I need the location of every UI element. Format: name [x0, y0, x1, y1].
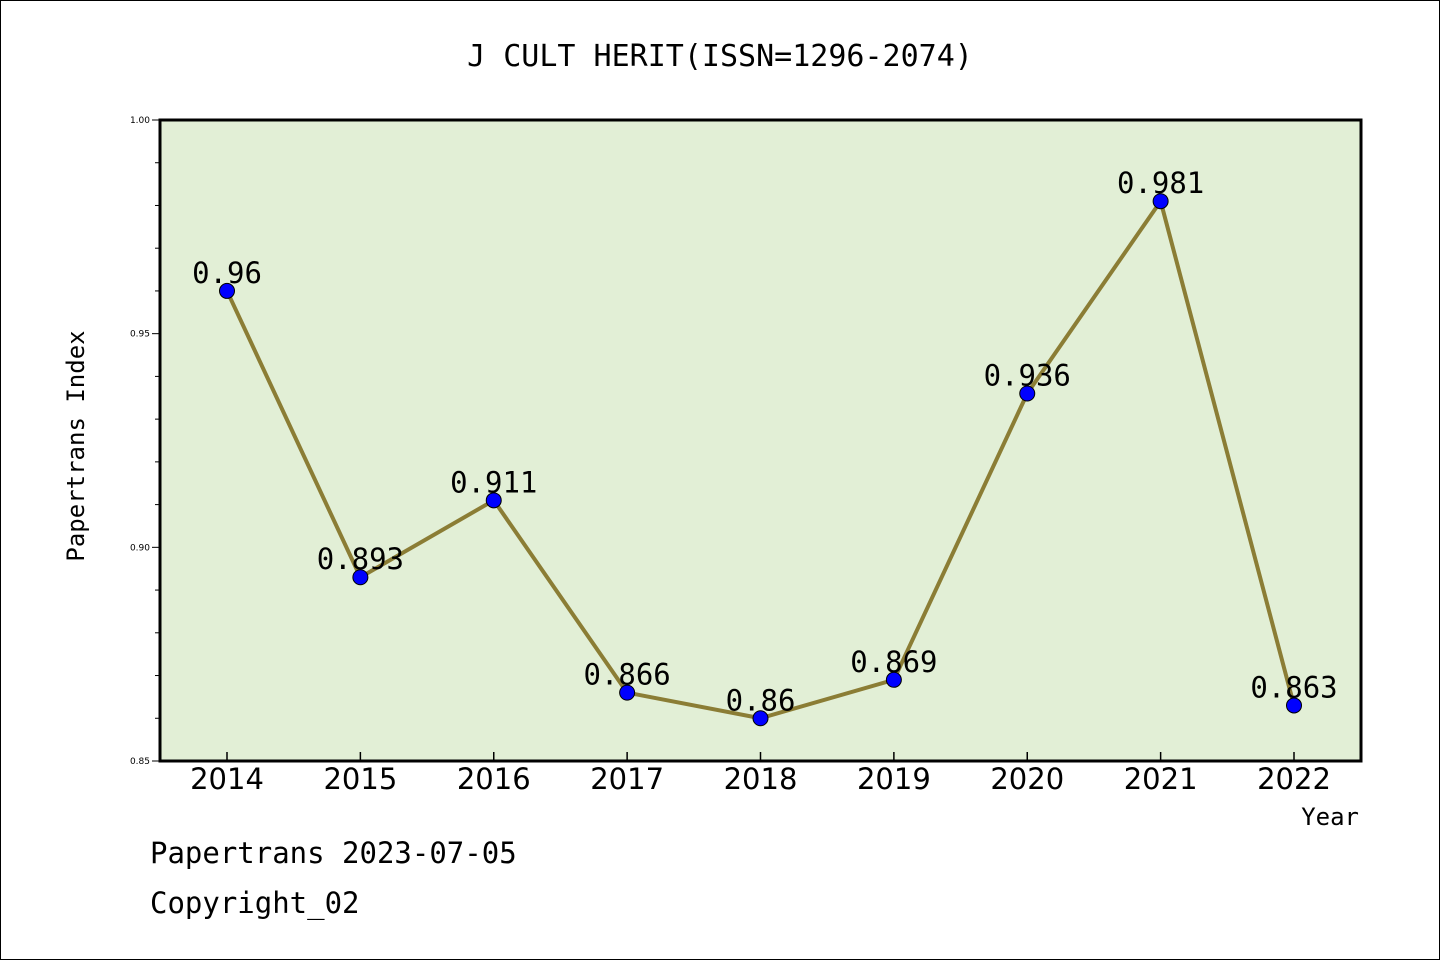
x-tick-label: 2020 [990, 762, 1064, 796]
footer-copyright: Copyright_02 [150, 886, 360, 921]
x-tick-label: 2014 [190, 762, 264, 796]
data-point [1019, 385, 1036, 402]
data-point [219, 282, 235, 299]
footer-date: Papertrans 2023-07-05 [150, 836, 517, 870]
y-tick-label: 1.00 [130, 116, 150, 126]
y-tick-label: 0.95 [130, 330, 150, 340]
data-label: 0.863 [1250, 670, 1337, 704]
x-tick-label: 2021 [1124, 762, 1198, 796]
series-markers [219, 193, 1302, 727]
data-label: 0.893 [317, 542, 404, 576]
x-tick-label: 2017 [590, 762, 664, 796]
x-axis-label: Year [1301, 803, 1359, 831]
data-label: 0.911 [450, 465, 537, 499]
data-point [752, 710, 769, 727]
data-point [1152, 193, 1169, 210]
data-label: 0.86 [726, 683, 796, 717]
data-label: 0.981 [1117, 166, 1204, 200]
chart-title: J CULT HERIT(ISSN=1296-2074) [467, 39, 973, 74]
data-point [1286, 697, 1302, 714]
data-labels: 0.96 0.893 0.911 0.866 0.86 0.869 0.936 0.981 0.… [192, 166, 1338, 717]
data-label: 0.96 [192, 256, 262, 290]
x-tick-label: 2016 [457, 762, 531, 796]
y-axis: 0.85 0.90 0.95 1.00 [130, 116, 160, 767]
y-tick-label: 0.90 [130, 543, 150, 553]
data-label: 0.866 [583, 658, 670, 692]
data-point [619, 684, 636, 701]
data-point [485, 492, 502, 509]
x-tick-label: 2018 [724, 762, 798, 796]
data-point [352, 569, 369, 586]
x-tick-label: 2019 [857, 762, 931, 796]
y-tick-label: 0.85 [130, 757, 150, 767]
y-axis-label: Papertrans Index [62, 330, 90, 561]
x-tick-label: 2022 [1257, 762, 1331, 796]
plot-area [158, 118, 1363, 763]
x-tick-label: 2015 [323, 762, 397, 796]
data-label: 0.936 [984, 358, 1071, 392]
x-axis: 2014 2015 2016 2017 2018 2019 2020 2021 2022 [190, 752, 1331, 796]
data-label: 0.869 [850, 645, 937, 679]
data-point [885, 671, 902, 688]
